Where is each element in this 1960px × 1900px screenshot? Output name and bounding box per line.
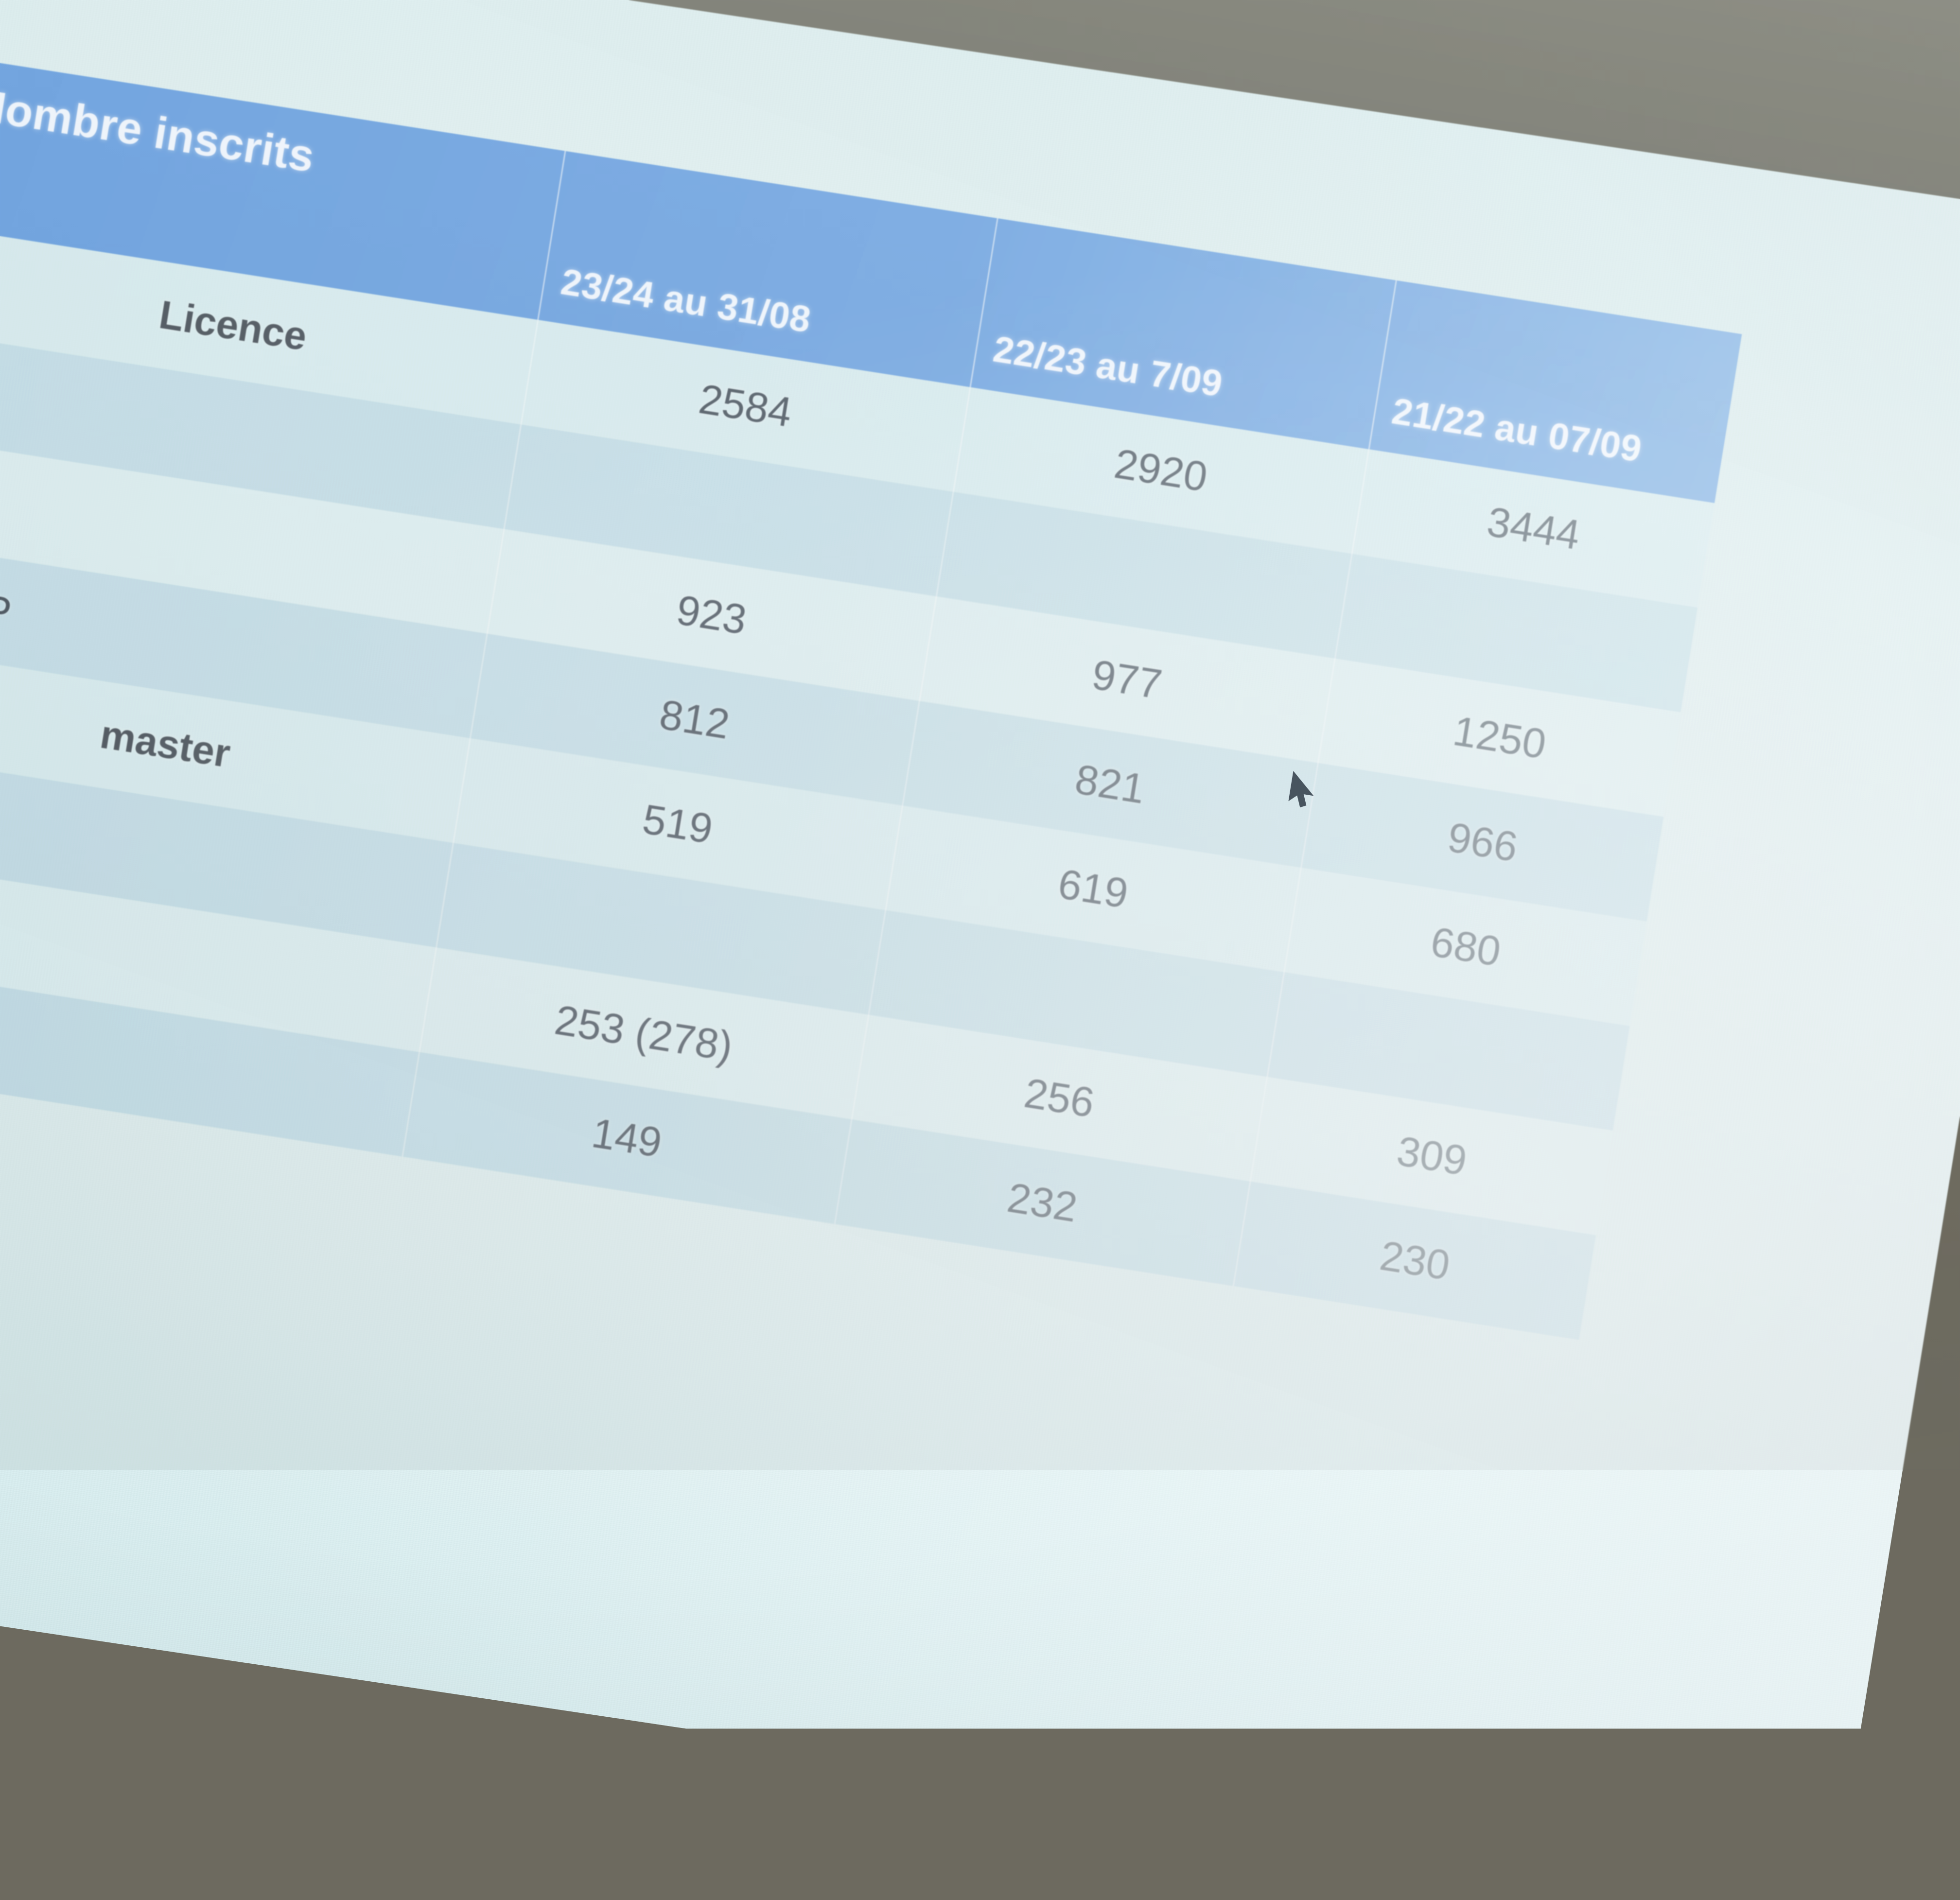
projection-screen: Nombre inscrits 23/24 au 31/08 22/23 au …: [0, 0, 1960, 1900]
mouse-pointer-icon: [1285, 771, 1320, 814]
